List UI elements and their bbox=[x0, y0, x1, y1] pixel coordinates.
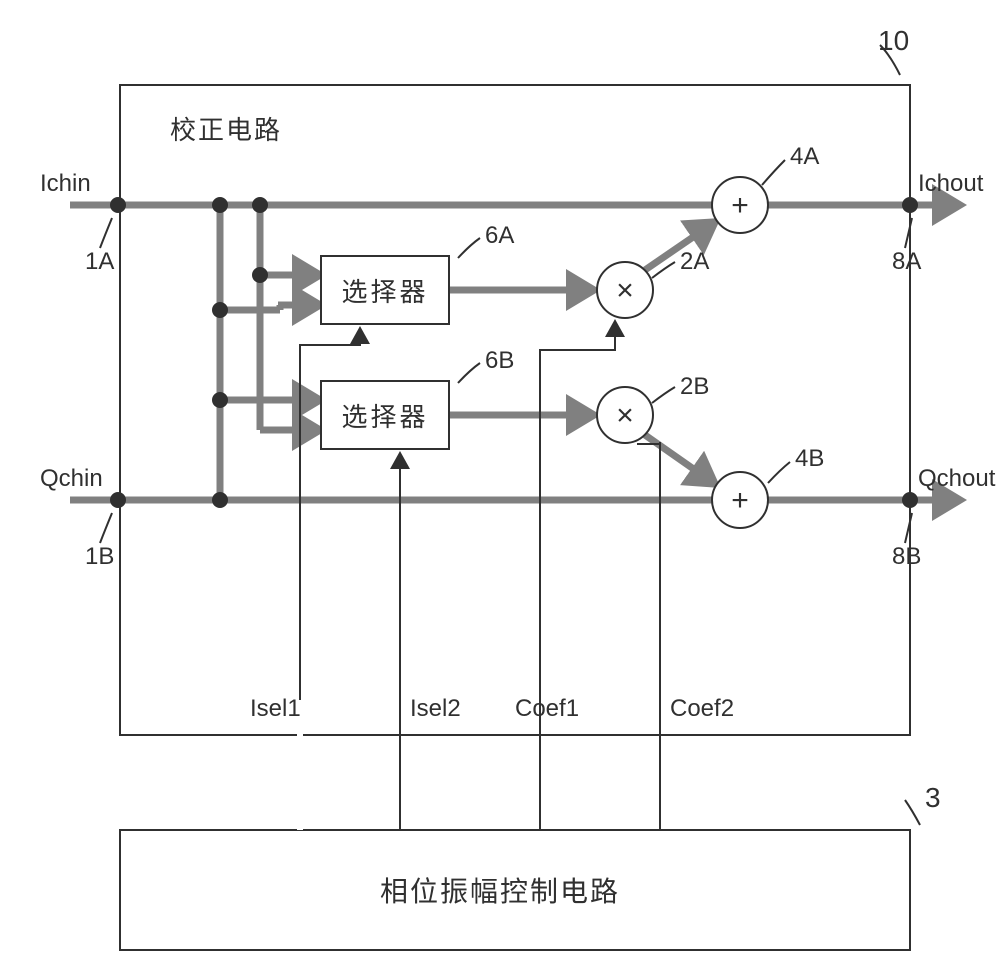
selector-6A-label: 选择器 bbox=[341, 272, 428, 309]
selector-6B-label: 选择器 bbox=[341, 397, 428, 434]
dot-220-400 bbox=[212, 392, 228, 408]
lbl-Qchin: Qchin bbox=[40, 465, 103, 493]
leader-1A bbox=[100, 218, 112, 248]
leader-6A bbox=[458, 238, 480, 258]
selector-6A: 选择器 bbox=[320, 255, 450, 325]
add-4A-sym: + bbox=[731, 189, 749, 222]
diagram-svg: × × + + bbox=[0, 0, 1000, 980]
dot-1B bbox=[110, 492, 126, 508]
add-4B-sym: + bbox=[731, 484, 749, 517]
lbl-4A: 4A bbox=[790, 143, 819, 171]
lbl-Qchout: Qchout bbox=[918, 465, 995, 493]
dot-t1-I bbox=[212, 197, 228, 213]
mult-2A-sym: × bbox=[616, 274, 634, 307]
lbl-Ichin: Ichin bbox=[40, 170, 91, 198]
title-10: 校正电路 bbox=[170, 110, 282, 147]
leader-2B bbox=[652, 387, 675, 403]
dot-8A bbox=[902, 197, 918, 213]
lbl-8A: 8A bbox=[892, 248, 921, 276]
leader-3 bbox=[905, 800, 920, 825]
lbl-10: 10 bbox=[878, 25, 909, 57]
leader-6B bbox=[458, 363, 480, 383]
lbl-Isel1: Isel1 bbox=[250, 695, 301, 723]
dot-260-275 bbox=[252, 267, 268, 283]
box-10 bbox=[120, 85, 910, 735]
lbl-2B: 2B bbox=[680, 373, 709, 401]
lbl-4B: 4B bbox=[795, 445, 824, 473]
dot-t1-Q bbox=[212, 492, 228, 508]
dot-t2-I bbox=[252, 197, 268, 213]
lbl-8B: 8B bbox=[892, 543, 921, 571]
leader-1B bbox=[100, 513, 112, 543]
line-2B-4B bbox=[645, 435, 715, 484]
selector-6B: 选择器 bbox=[320, 380, 450, 450]
diagram-root: × × + + 选择器 选择器 校正电路 相位振幅控制电路 Ichin Qchi… bbox=[0, 0, 1000, 980]
mult-2B-sym: × bbox=[616, 399, 634, 432]
leader-4A bbox=[762, 160, 785, 185]
lbl-1A: 1A bbox=[85, 248, 114, 276]
dot-1A bbox=[110, 197, 126, 213]
dot-220-310 bbox=[212, 302, 228, 318]
title-3: 相位振幅控制电路 bbox=[380, 870, 620, 910]
lbl-2A: 2A bbox=[680, 248, 709, 276]
lbl-Isel2: Isel2 bbox=[410, 695, 461, 723]
lbl-6B: 6B bbox=[485, 347, 514, 375]
lbl-Coef2: Coef2 bbox=[670, 695, 734, 723]
dot-8B bbox=[902, 492, 918, 508]
leader-4B bbox=[768, 462, 790, 483]
lbl-Ichout: Ichout bbox=[918, 170, 983, 198]
lbl-1B: 1B bbox=[85, 543, 114, 571]
lbl-6A: 6A bbox=[485, 222, 514, 250]
lbl-3: 3 bbox=[925, 782, 941, 814]
lbl-Coef1: Coef1 bbox=[515, 695, 579, 723]
